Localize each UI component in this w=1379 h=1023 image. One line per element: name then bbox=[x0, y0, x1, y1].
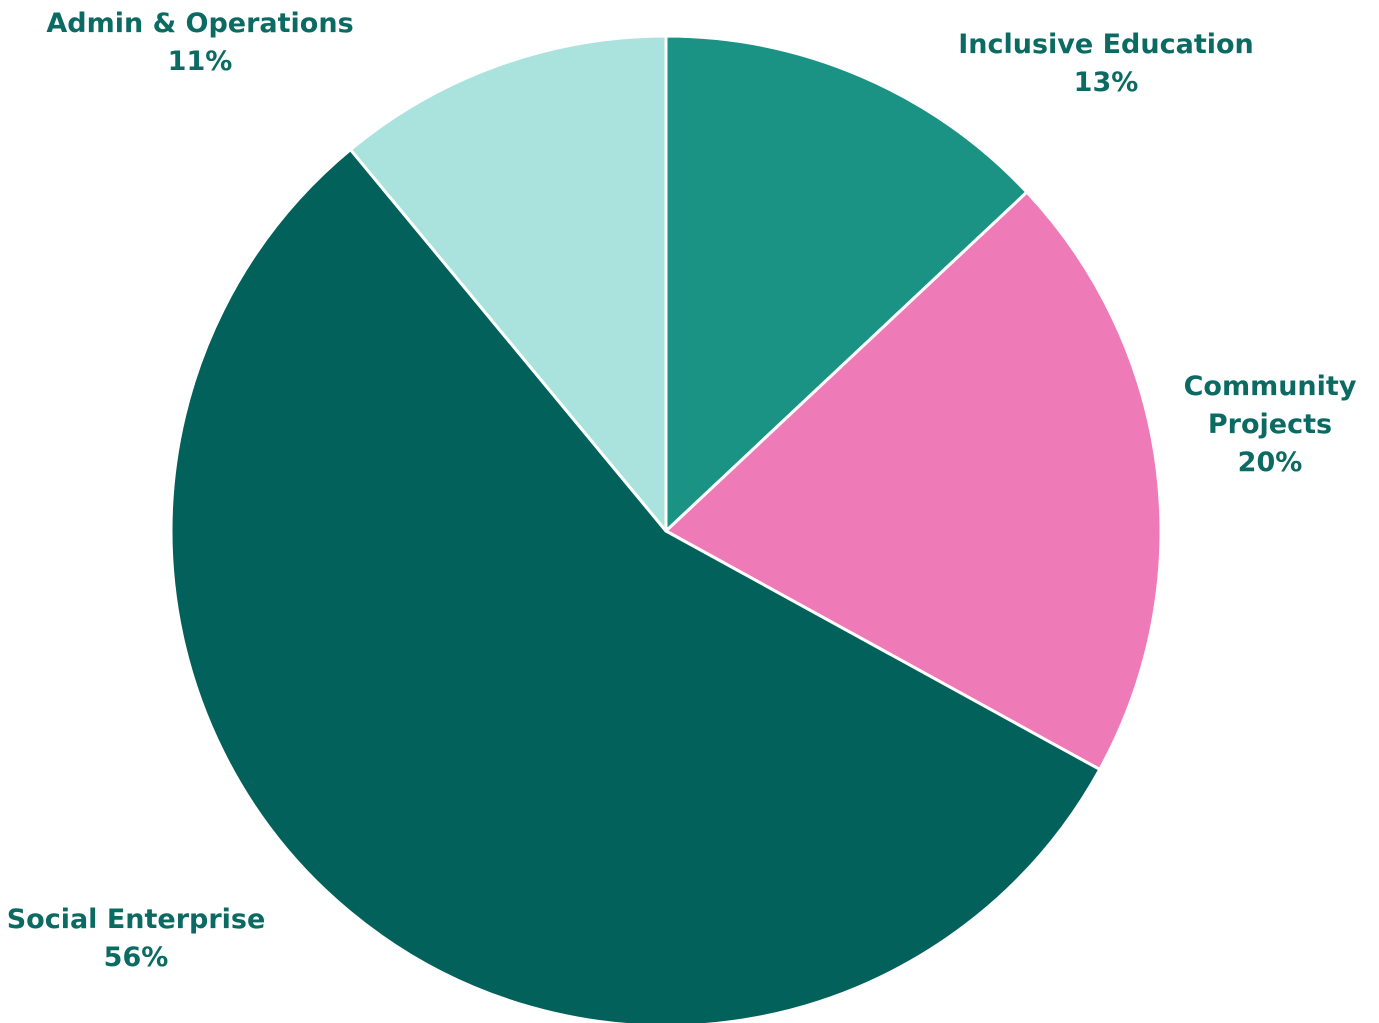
slice-label-name: Admin & Operations bbox=[46, 8, 354, 39]
pie-slice-inclusive-education bbox=[664, 34, 1029, 533]
slice-label-name: Community Projects bbox=[1183, 371, 1357, 440]
label-social-enterprise: Social Enterprise 56% bbox=[7, 901, 266, 977]
pie-slice-admin-operations bbox=[348, 34, 668, 533]
slice-label-name: Inclusive Education bbox=[958, 29, 1254, 60]
slice-label-percent: 56% bbox=[103, 942, 169, 973]
slice-label-percent: 11% bbox=[167, 46, 233, 77]
label-admin-operations: Admin & Operations 11% bbox=[46, 5, 353, 81]
slice-label-name: Social Enterprise bbox=[6, 904, 266, 935]
slice-label-percent: 20% bbox=[1237, 447, 1303, 478]
label-community-projects: Community Projects 20% bbox=[1170, 368, 1370, 482]
pie-slice-community-projects bbox=[664, 190, 1163, 771]
slice-label-percent: 13% bbox=[1073, 67, 1139, 98]
label-inclusive-education: Inclusive Education 13% bbox=[958, 26, 1254, 102]
pie-slice-social-enterprise bbox=[169, 148, 1102, 1023]
